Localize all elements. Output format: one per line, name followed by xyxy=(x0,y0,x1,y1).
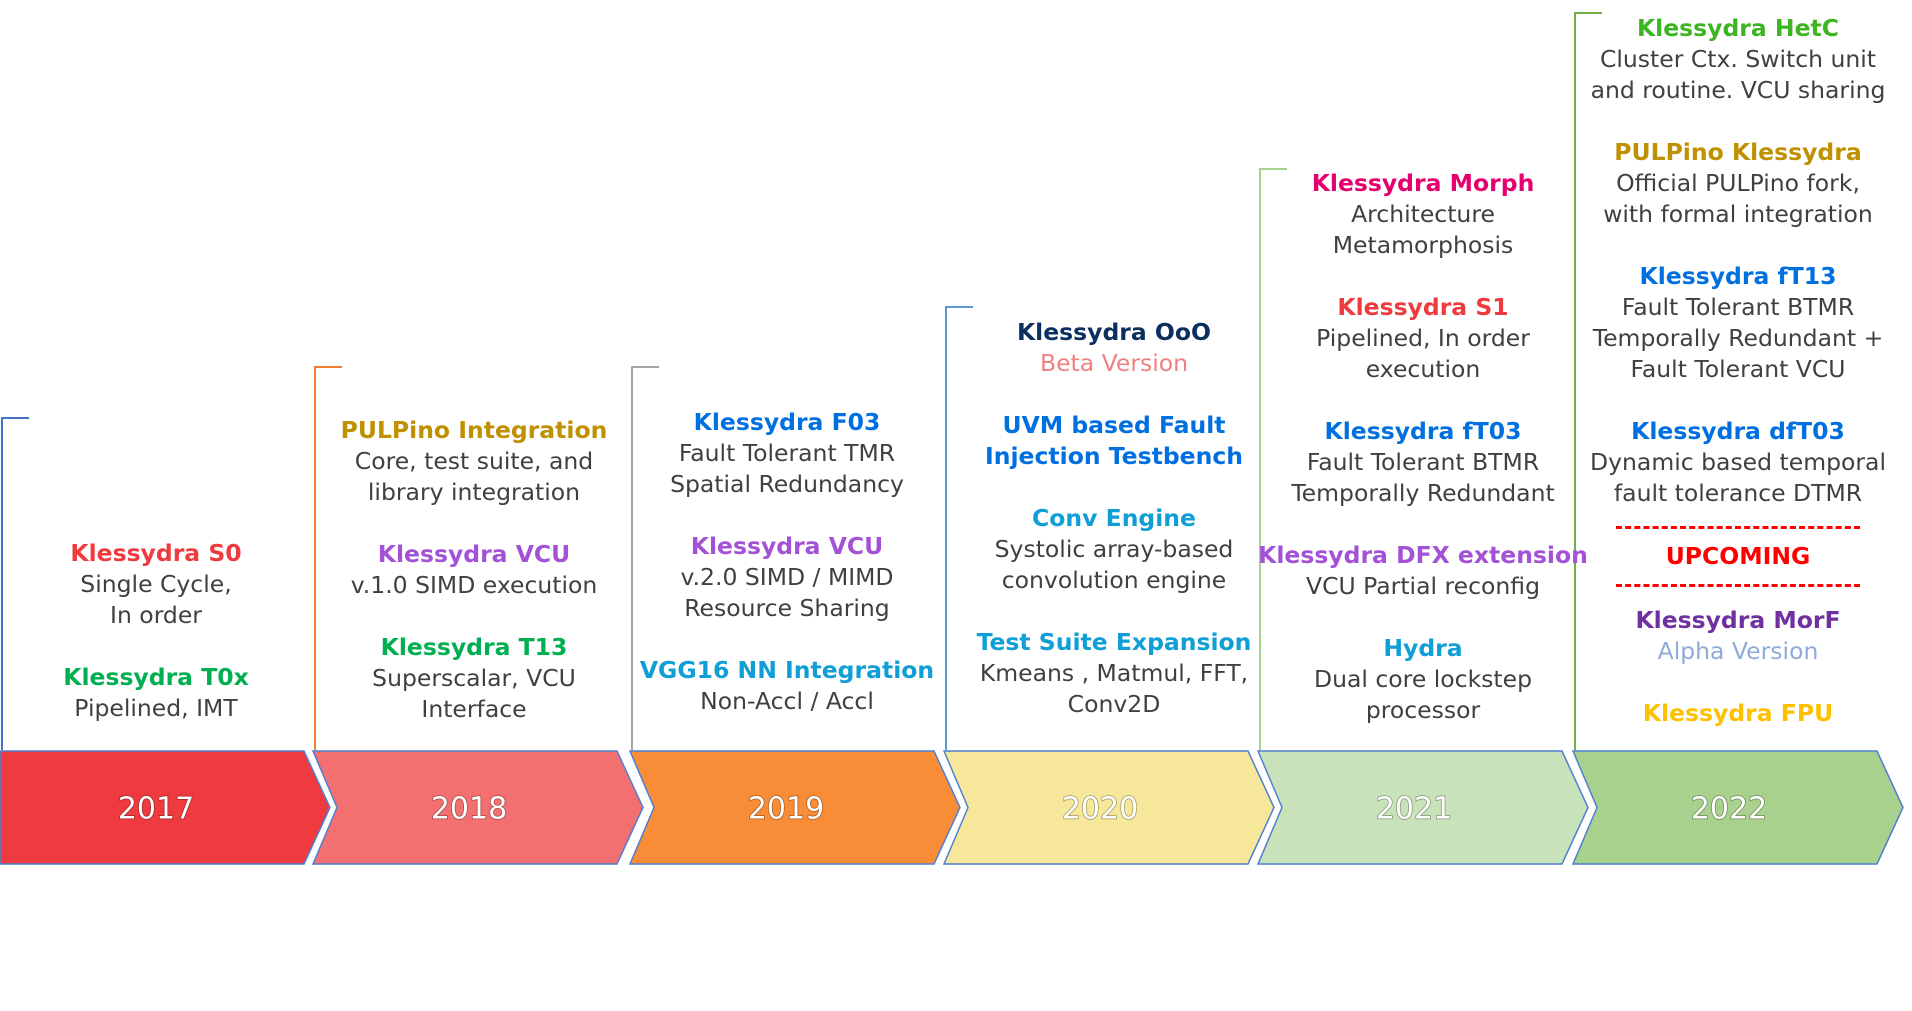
milestone-title: PULPino Klessydra xyxy=(1614,138,1862,166)
milestone-title: Klessydra FPU xyxy=(1642,699,1834,727)
year-2019-label: 2019 xyxy=(748,792,824,827)
milestone-description: Systolic array-based convolution engine xyxy=(994,535,1234,594)
milestone-title: Klessydra OoO xyxy=(1016,318,1212,346)
milestone-2022-2: Klessydra fT13 Fault Tolerant BTMR Tempor… xyxy=(1573,261,1903,385)
year-2018-bracket xyxy=(314,366,342,750)
milestone-title: Klessydra dfT03 xyxy=(1631,417,1845,445)
upcoming-separator: UPCOMING xyxy=(1573,526,1903,587)
milestone-2021-2: Klessydra fT03 Fault Tolerant BTMR Tempor… xyxy=(1258,416,1588,509)
milestone-description: Pipelined, IMT xyxy=(74,694,238,722)
year-2021-bracket xyxy=(1259,168,1287,750)
milestone-description: Fault Tolerant TMR Spatial Redundancy xyxy=(670,439,904,498)
year-2019-bracket xyxy=(631,366,659,750)
year-2020-notes: Klessydra OoO Beta Version UVM based Fault… xyxy=(949,317,1279,720)
milestone-2019-2: VGG16 NN Integration Non-Accl / Accl xyxy=(622,655,952,717)
dashed-divider xyxy=(1616,584,1860,587)
upcoming-heading: UPCOMING xyxy=(1665,542,1811,570)
milestone-description: Fault Tolerant BTMR Temporally Redundant… xyxy=(1592,293,1884,383)
milestone-title: Test Suite Expansion xyxy=(976,628,1252,656)
year-2017-notes: Klessydra S0 Single Cycle, In order Klessy… xyxy=(0,538,321,724)
milestone-description: Beta Version xyxy=(1039,349,1189,377)
year-2020-bracket xyxy=(945,306,973,750)
milestone-description: Official PULPino fork, with formal integ… xyxy=(1603,169,1873,228)
milestone-description: Alpha Version xyxy=(1657,637,1819,665)
milestone-2017-0: Klessydra S0 Single Cycle, In order xyxy=(0,538,321,631)
year-2021-label: 2021 xyxy=(1376,792,1452,827)
milestone-title: PULPino Integration xyxy=(340,416,608,444)
milestone-title: Klessydra S1 xyxy=(1337,293,1509,321)
milestone-title: Klessydra F03 xyxy=(693,408,881,436)
milestone-title: Klessydra Morph xyxy=(1311,169,1535,197)
milestone-title: Klessydra S0 xyxy=(70,539,242,567)
milestone-title: Klessydra HetC xyxy=(1636,14,1840,42)
year-2022-label: 2022 xyxy=(1691,792,1767,827)
year-2021-arrow xyxy=(1256,750,1589,865)
year-2018-notes: PULPino Integration Core, test suite, and… xyxy=(309,415,639,725)
milestone-title: UVM based Fault Injection Testbench xyxy=(985,411,1243,470)
milestone-title: Klessydra VCU xyxy=(690,532,884,560)
milestone-description: Dynamic based temporal fault tolerance D… xyxy=(1590,448,1886,507)
year-2017-label: 2017 xyxy=(118,792,194,827)
milestone-description: Core, test suite, and library integratio… xyxy=(354,447,594,506)
milestone-title: Hydra xyxy=(1383,634,1463,662)
milestone-title: Klessydra DFX extension xyxy=(1258,541,1588,569)
milestone-description: Single Cycle, In order xyxy=(80,570,232,629)
milestone-title: Klessydra fT13 xyxy=(1639,262,1837,290)
year-2020-label: 2020 xyxy=(1062,792,1138,827)
year-2020-arrow xyxy=(942,750,1275,865)
milestone-2021-0: Klessydra Morph Architecture Metamorphosi… xyxy=(1258,168,1588,261)
milestone-title: Klessydra VCU xyxy=(377,540,571,568)
milestone-2022-1: PULPino Klessydra Official PULPino fork, … xyxy=(1573,137,1903,230)
upcoming-milestone-1: Klessydra FPU xyxy=(1573,698,1903,729)
year-2018-label: 2018 xyxy=(431,792,507,827)
milestone-description: Architecture Metamorphosis xyxy=(1332,200,1514,259)
milestone-description: v.1.0 SIMD execution xyxy=(350,571,598,599)
milestone-2021-4: Hydra Dual core lockstep processor xyxy=(1258,633,1588,726)
milestone-description: Non-Accl / Accl xyxy=(700,687,874,715)
milestone-description: v.2.0 SIMD / MIMD Resource Sharing xyxy=(680,563,894,622)
milestone-2021-3: Klessydra DFX extension VCU Partial recon… xyxy=(1258,540,1588,602)
milestone-description: Pipelined, In order execution xyxy=(1316,324,1530,383)
milestone-title: Klessydra T13 xyxy=(380,633,568,661)
milestone-2022-3: Klessydra dfT03 Dynamic based temporal fa… xyxy=(1573,416,1903,509)
milestone-title: VGG16 NN Integration xyxy=(639,656,935,684)
milestone-title: Conv Engine xyxy=(1032,504,1196,532)
milestone-title: Klessydra MorF xyxy=(1635,606,1841,634)
year-2017-bracket xyxy=(1,417,29,750)
milestone-2018-0: PULPino Integration Core, test suite, and… xyxy=(309,415,639,508)
milestone-2020-3: Test Suite Expansion Kmeans , Matmul, FFT… xyxy=(949,627,1279,720)
milestone-2018-2: Klessydra T13 Superscalar, VCU Interface xyxy=(309,632,639,725)
milestone-title: Klessydra fT03 xyxy=(1324,417,1522,445)
dashed-divider xyxy=(1616,526,1860,529)
upcoming-milestone-0: Klessydra MorF Alpha Version xyxy=(1573,605,1903,667)
year-2022-bracket xyxy=(1574,12,1602,750)
milestone-2019-0: Klessydra F03 Fault Tolerant TMR Spatial … xyxy=(622,407,952,500)
milestone-2020-2: Conv Engine Systolic array-based convolut… xyxy=(949,503,1279,596)
milestone-description: Fault Tolerant BTMR Temporally Redundant xyxy=(1291,448,1555,507)
milestone-2017-1: Klessydra T0x Pipelined, IMT xyxy=(0,662,321,724)
year-2018-arrow xyxy=(311,750,644,865)
milestone-2019-1: Klessydra VCU v.2.0 SIMD / MIMD Resource … xyxy=(622,531,952,624)
year-2022-notes: Klessydra HetC Cluster Ctx. Switch unit a… xyxy=(1573,13,1903,729)
year-2019-notes: Klessydra F03 Fault Tolerant TMR Spatial … xyxy=(622,407,952,717)
milestone-2022-0: Klessydra HetC Cluster Ctx. Switch unit a… xyxy=(1573,13,1903,106)
milestone-description: Superscalar, VCU Interface xyxy=(372,664,576,723)
milestone-2020-0: Klessydra OoO Beta Version xyxy=(949,317,1279,379)
milestone-description: Dual core lockstep processor xyxy=(1313,665,1533,724)
milestone-description: Kmeans , Matmul, FFT, Conv2D xyxy=(979,659,1249,718)
year-2021-notes: Klessydra Morph Architecture Metamorphosi… xyxy=(1258,168,1588,726)
milestone-description: Cluster Ctx. Switch unit and routine. VC… xyxy=(1590,45,1886,104)
milestone-2020-1: UVM based Fault Injection Testbench xyxy=(949,410,1279,472)
milestone-description: VCU Partial reconfig xyxy=(1306,572,1540,600)
year-2017-arrow xyxy=(0,750,331,865)
year-2019-arrow xyxy=(628,750,961,865)
year-2022-arrow xyxy=(1571,750,1904,865)
milestone-2021-1: Klessydra S1 Pipelined, In order executio… xyxy=(1258,292,1588,385)
milestone-title: Klessydra T0x xyxy=(63,663,249,691)
milestone-2018-1: Klessydra VCU v.1.0 SIMD execution xyxy=(309,539,639,601)
